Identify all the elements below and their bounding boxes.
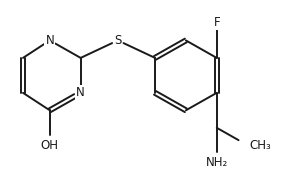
Text: CH₃: CH₃: [249, 139, 271, 152]
Text: NH₂: NH₂: [206, 156, 228, 169]
Text: N: N: [76, 86, 85, 99]
Text: S: S: [114, 34, 122, 47]
Text: OH: OH: [41, 139, 59, 152]
Text: F: F: [214, 16, 220, 29]
Text: N: N: [45, 34, 54, 47]
